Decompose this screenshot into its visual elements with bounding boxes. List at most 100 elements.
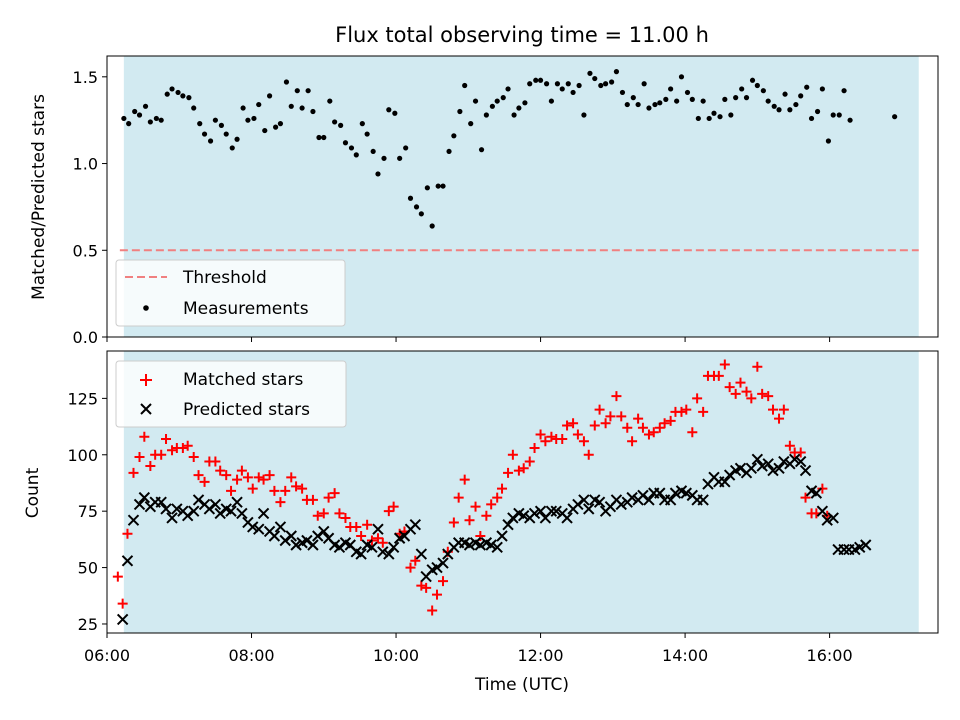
measurement-point: [641, 81, 647, 87]
predicted-star-point: [209, 498, 222, 511]
measurement-point: [338, 122, 344, 128]
measurement-point: [494, 98, 500, 104]
measurement-point: [522, 100, 528, 106]
measurement-point: [251, 115, 257, 122]
matched-star-point: [232, 474, 243, 485]
measurement-point: [674, 98, 680, 104]
matched-star-point: [221, 470, 232, 481]
matched-star-point: [145, 461, 156, 472]
predicted-star-point: [788, 453, 801, 465]
measurement-point: [711, 110, 717, 116]
matched-star-point: [713, 370, 724, 381]
measurement-point: [533, 77, 539, 83]
y-tick-label: 0.0: [73, 328, 98, 347]
predicted-star-point: [171, 503, 183, 515]
predicted-star-point: [637, 489, 649, 502]
matched-star-point: [340, 512, 351, 523]
measurement-point: [121, 115, 127, 122]
chart-title: Flux total observing time = 11.00 h: [335, 23, 709, 47]
predicted-star-point: [437, 557, 449, 569]
predicted-star-point: [274, 521, 287, 533]
matched-star-point: [546, 431, 557, 442]
measurement-point: [793, 101, 799, 108]
measurement-point: [392, 110, 398, 116]
predicted-star-point: [474, 539, 487, 551]
matched-star-point: [633, 413, 644, 424]
matched-star-point: [741, 386, 752, 397]
measurement-point: [576, 82, 582, 89]
measurement-point: [847, 117, 853, 123]
matched-star-point: [535, 429, 546, 440]
matched-star-point: [594, 404, 605, 415]
predicted-star-point: [231, 496, 243, 508]
measurement-point: [760, 88, 766, 94]
predicted-star-point: [767, 464, 779, 477]
matched-star-point: [117, 598, 128, 609]
matched-star-point: [167, 445, 178, 456]
matched-star-point: [383, 506, 394, 517]
matched-star-point: [724, 382, 735, 393]
y-tick-label: 125: [67, 389, 98, 408]
predicted-star-point: [723, 469, 736, 481]
measurement-point: [754, 82, 760, 89]
measurement-point: [462, 82, 468, 89]
matched-star-point: [605, 411, 616, 422]
predicted-star-point: [155, 496, 167, 508]
matched-star-point: [356, 530, 367, 541]
predicted-star-point: [268, 530, 281, 542]
measurement-point: [765, 98, 771, 104]
predicted-star-point: [372, 523, 384, 535]
measurement-point: [592, 75, 598, 82]
matched-star-point: [269, 485, 280, 496]
matched-star-point: [247, 483, 258, 494]
matched-star-point: [253, 472, 264, 483]
measurement-point: [299, 105, 305, 111]
measurement-point: [147, 119, 153, 125]
predicted-star-point: [860, 539, 872, 551]
count-points: [112, 359, 872, 626]
measurement-point: [321, 134, 327, 141]
measurement-point: [700, 98, 706, 104]
predicted-star-point: [257, 507, 270, 520]
predicted-star-point: [203, 503, 216, 515]
matched-star-point: [503, 467, 514, 478]
matched-star-point: [464, 515, 475, 526]
predicted-star-point: [301, 534, 313, 547]
measurement-point: [483, 112, 489, 118]
measurement-point: [435, 183, 441, 189]
measurement-point: [624, 101, 630, 108]
measurement-point: [537, 77, 544, 83]
measurement-point: [288, 103, 294, 109]
measurement-point: [663, 96, 669, 102]
measurement-point: [678, 74, 685, 80]
matched-star-point: [226, 485, 237, 496]
matched-star-point: [275, 497, 286, 508]
measurement-point: [316, 134, 322, 141]
matched-star-point: [291, 481, 302, 492]
predicted-star-point: [121, 555, 134, 567]
predicted-star-point: [654, 487, 666, 499]
count-x-ticks: 06:00 08:00 10:00 12:00 14:00 16:00: [84, 633, 853, 665]
matched-star-point: [334, 508, 345, 519]
predicted-star-point: [253, 523, 265, 535]
measurement-point: [814, 108, 821, 115]
predicted-star-point: [463, 539, 476, 551]
measurement-point: [500, 95, 506, 101]
predicted-star-point: [799, 464, 812, 477]
measurement-point: [733, 95, 739, 101]
measurement-point: [370, 148, 376, 155]
x-tick-label: 14:00: [662, 646, 708, 665]
predicted-star-point: [550, 505, 562, 517]
measurement-point: [782, 91, 788, 97]
measurement-point: [798, 93, 804, 99]
predicted-star-point: [188, 505, 200, 517]
matched-star-point: [362, 519, 373, 530]
measurement-point: [386, 107, 392, 113]
predicted-star-point: [166, 512, 178, 524]
measurement-point: [234, 136, 240, 142]
matched-star-point: [583, 449, 594, 460]
predicted-star-point: [583, 503, 595, 515]
y-tick-label: 50: [78, 559, 98, 578]
legend-measurements-label: Measurements: [183, 299, 309, 319]
matched-star-point: [648, 427, 659, 438]
